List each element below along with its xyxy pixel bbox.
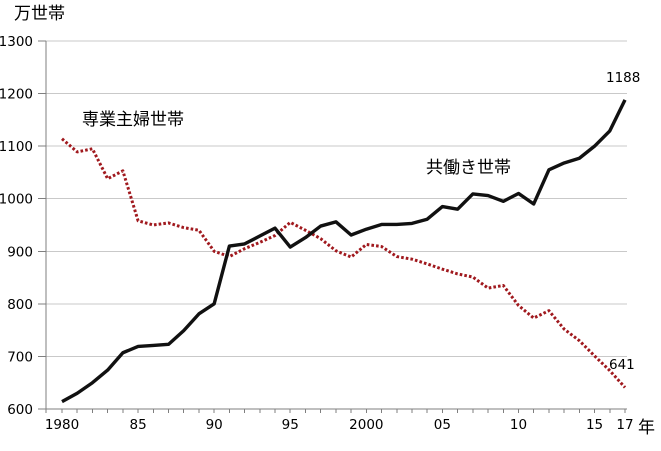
dual-income-line (61, 99, 627, 404)
y-tick-label: 800 (7, 297, 33, 313)
x-tick-label: 17 (616, 417, 633, 433)
x-tick-label: 90 (206, 417, 223, 433)
x-tick-label: 95 (282, 417, 299, 433)
y-tick-label: 900 (7, 244, 33, 260)
x-tick-label: 05 (434, 417, 451, 433)
housewife-series-label: 専業主婦世帯 (82, 110, 184, 130)
dual-income-end-annotation: 1188 (606, 70, 641, 86)
x-axis-unit-label: 年 (638, 418, 655, 438)
dual-income-series-label: 共働き世帯 (426, 158, 511, 178)
x-tick-label: 15 (586, 417, 603, 433)
y-tick-label: 700 (7, 349, 33, 365)
x-tick-label: 85 (129, 417, 146, 433)
y-tick-label: 1000 (0, 192, 33, 208)
housewife-line (61, 137, 627, 389)
x-tick-label: 1980 (45, 417, 79, 433)
y-tick-label: 1300 (0, 34, 33, 50)
housewife-end-annotation: 641 (609, 357, 635, 373)
y-tick-label: 1200 (0, 87, 33, 103)
y-tick-label: 1100 (0, 139, 33, 155)
y-tick-label: 600 (7, 402, 33, 418)
x-tick-label: 2000 (349, 417, 383, 433)
y-axis-title: 万世帯 (14, 4, 65, 24)
x-tick-label: 10 (510, 417, 527, 433)
